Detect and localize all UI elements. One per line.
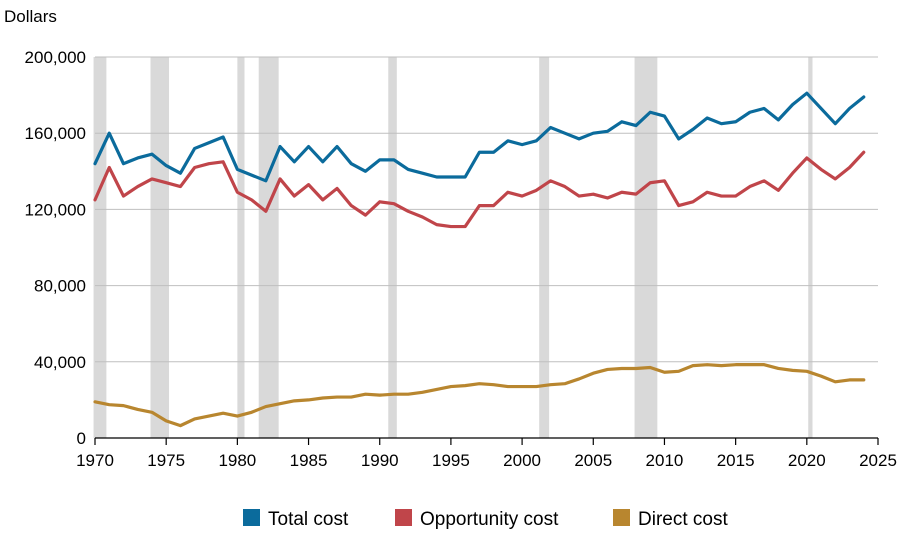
x-axis-ticks: 1970 1975 1980 1985 1990 1995 2000 2005 2010 2015… bbox=[76, 438, 897, 470]
series-lines bbox=[93, 91, 866, 428]
recession-band-2 bbox=[237, 57, 245, 438]
recession-band-0 bbox=[93, 57, 107, 438]
recession-band-4 bbox=[388, 57, 397, 438]
recession-band-5 bbox=[539, 57, 550, 438]
x-tick-label-1990: 1990 bbox=[361, 451, 399, 470]
recession-band-6 bbox=[634, 57, 658, 438]
y-tick-label-0: 0 bbox=[77, 429, 86, 448]
series-line-total-cost bbox=[93, 91, 866, 183]
series-line-opportunity-cost bbox=[93, 150, 866, 229]
x-tick-label-1975: 1975 bbox=[147, 451, 185, 470]
y-axis-unit-label: Dollars bbox=[4, 7, 57, 26]
y-tick-label-120000: 120,000 bbox=[25, 200, 86, 219]
y-tick-label-160000: 160,000 bbox=[25, 124, 86, 143]
x-tick-label-1980: 1980 bbox=[218, 451, 256, 470]
legend-swatch-total-cost bbox=[243, 509, 260, 526]
recession-band-1 bbox=[150, 57, 170, 438]
x-tick-label-2010: 2010 bbox=[646, 451, 684, 470]
legend-swatch-direct-cost bbox=[613, 509, 630, 526]
x-tick-label-2015: 2015 bbox=[717, 451, 755, 470]
legend: Total cost Opportunity cost Direct cost bbox=[243, 509, 728, 530]
x-tick-label-1970: 1970 bbox=[76, 451, 114, 470]
y-tick-label-200000: 200,000 bbox=[25, 48, 86, 67]
recession-bands bbox=[93, 57, 813, 438]
legend-label-opportunity-cost: Opportunity cost bbox=[420, 509, 559, 530]
series-line-direct-cost bbox=[93, 363, 866, 428]
x-tick-label-2020: 2020 bbox=[788, 451, 826, 470]
x-tick-label-2000: 2000 bbox=[503, 451, 541, 470]
recession-band-7 bbox=[808, 57, 813, 438]
legend-label-total-cost: Total cost bbox=[268, 509, 349, 530]
legend-label-direct-cost: Direct cost bbox=[638, 509, 728, 530]
recession-band-3 bbox=[258, 57, 279, 438]
y-axis-ticks: 0 40,000 80,000 120,000 160,000 200,000 bbox=[25, 48, 86, 448]
gridlines bbox=[95, 56, 878, 363]
y-tick-label-80000: 80,000 bbox=[34, 277, 86, 296]
x-tick-label-1995: 1995 bbox=[432, 451, 470, 470]
y-tick-label-40000: 40,000 bbox=[34, 353, 86, 372]
legend-swatch-opportunity-cost bbox=[395, 509, 412, 526]
x-tick-label-1985: 1985 bbox=[290, 451, 328, 470]
x-tick-label-2025: 2025 bbox=[859, 451, 897, 470]
x-tick-label-2005: 2005 bbox=[574, 451, 612, 470]
